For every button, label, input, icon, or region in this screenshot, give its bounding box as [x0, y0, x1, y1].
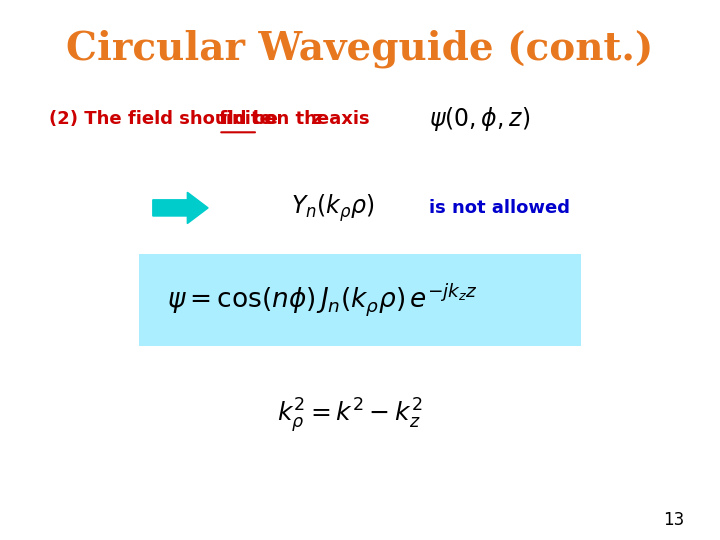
Text: $\psi\left(0,\phi,z\right)$: $\psi\left(0,\phi,z\right)$ [429, 105, 530, 133]
FancyBboxPatch shape [139, 254, 581, 346]
Text: Circular Waveguide (cont.): Circular Waveguide (cont.) [66, 29, 654, 68]
Text: is not allowed: is not allowed [429, 199, 570, 217]
Text: $\psi = \cos(n\phi)\,J_n(k_\rho\rho)\,e^{-jk_z z}$: $\psi = \cos(n\phi)\,J_n(k_\rho\rho)\,e^… [166, 281, 477, 318]
Text: finite: finite [218, 110, 272, 128]
Text: $Y_n(k_\rho \rho)$: $Y_n(k_\rho \rho)$ [291, 192, 374, 224]
Text: z: z [311, 110, 321, 128]
Text: axis: axis [323, 110, 370, 128]
Text: on the: on the [258, 110, 336, 128]
Text: (2) The field should be: (2) The field should be [49, 110, 284, 128]
Text: $k_\rho^2 = k^2 - k_z^2$: $k_\rho^2 = k^2 - k_z^2$ [277, 396, 423, 435]
FancyArrow shape [153, 192, 208, 224]
Text: 13: 13 [663, 511, 685, 529]
